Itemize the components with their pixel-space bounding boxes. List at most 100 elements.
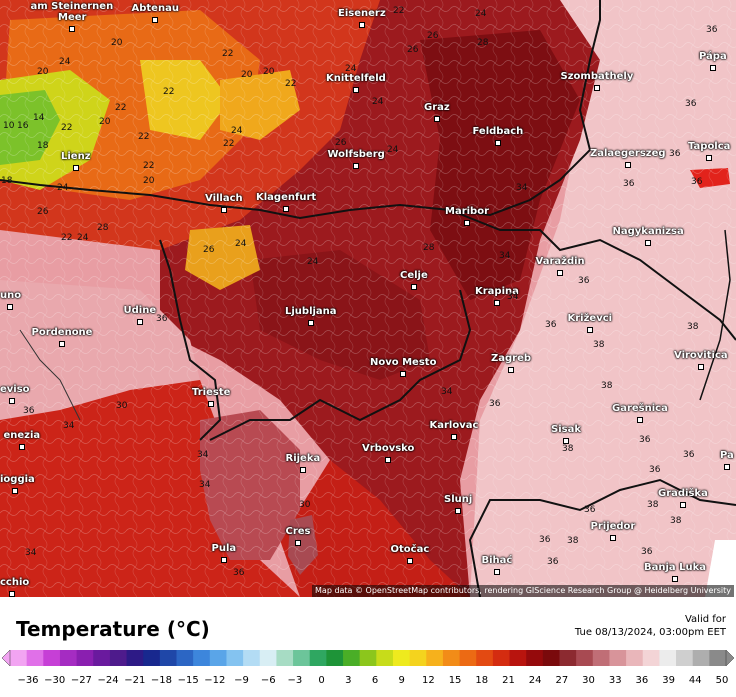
city-label[interactable]: Gradiška: [658, 488, 708, 499]
city-label[interactable]: Knittelfeld: [326, 73, 386, 84]
city-label[interactable]: Saalfelden: [42, 0, 102, 2]
temperature-value: 36: [156, 314, 168, 324]
city-label[interactable]: Cres: [285, 526, 311, 537]
temperature-value: 20: [263, 67, 275, 77]
city-label[interactable]: Udine: [123, 305, 157, 316]
temperature-value: 36: [539, 535, 551, 545]
temperature-value: 18: [37, 141, 49, 151]
border-italy-slovenia: [159, 239, 222, 441]
city-label[interactable]: Zalaegerszeg: [590, 148, 666, 159]
temperature-value: 26: [427, 31, 439, 41]
temperature-value: 36: [649, 465, 661, 475]
city-label[interactable]: Krapina: [475, 286, 519, 297]
temperature-value: 22: [393, 6, 405, 16]
map-attribution[interactable]: Map data © OpenStreetMap contributors, r…: [312, 585, 734, 597]
city-label[interactable]: Ljubljana: [285, 306, 337, 317]
city-marker: [710, 65, 716, 71]
city-label[interactable]: Pordenone: [31, 327, 93, 338]
legend-tick-label: −3: [287, 675, 303, 686]
city-label[interactable]: Feldbach: [472, 126, 524, 137]
legend-swatch: [309, 650, 327, 666]
city-label[interactable]: ioggia: [0, 474, 35, 485]
temperature-value: 36: [691, 177, 703, 187]
city-label[interactable]: Vrbovsko: [362, 443, 415, 454]
city-label[interactable]: Meer: [58, 12, 87, 23]
valid-for-label: Valid for: [684, 614, 726, 625]
legend-swatch: [343, 650, 361, 666]
city-label[interactable]: Maribor: [445, 206, 490, 217]
city-marker: [411, 284, 417, 290]
city-label[interactable]: Virovitica: [674, 350, 728, 361]
legend-tick-label: −36: [17, 675, 39, 686]
legend-swatch: [226, 650, 244, 666]
city-label[interactable]: Križevci: [567, 313, 613, 324]
legend-swatch: [376, 650, 394, 666]
city-label[interactable]: Rijeka: [285, 453, 321, 464]
legend-tick-label: 0: [318, 675, 325, 686]
city-label[interactable]: Slunj: [444, 494, 473, 505]
city-marker: [9, 591, 15, 597]
city-label[interactable]: Tapolca: [688, 141, 731, 152]
city-label[interactable]: Nagykanizsa: [612, 226, 684, 237]
city-marker: [308, 320, 314, 326]
city-label[interactable]: Pápa: [699, 51, 727, 62]
temperature-value: 20: [37, 67, 49, 77]
legend-swatch: [326, 650, 344, 666]
city-label[interactable]: Villach: [205, 193, 243, 204]
legend-swatch: [659, 650, 677, 666]
city-label[interactable]: Novo Mesto: [370, 357, 437, 368]
temperature-value: 34: [507, 292, 519, 302]
city-label[interactable]: Bihać: [481, 555, 513, 566]
legend-swatch: [293, 650, 311, 666]
city-marker: [385, 457, 391, 463]
city-label[interactable]: Banja Luka: [644, 562, 707, 573]
city-label[interactable]: Celje: [400, 270, 428, 281]
city-label[interactable]: Zagreb: [491, 353, 532, 364]
city-marker: [7, 304, 13, 310]
city-label[interactable]: Klagenfurt: [256, 192, 317, 203]
city-label[interactable]: enezia: [3, 430, 41, 441]
legend-swatch: [143, 650, 161, 666]
city-label[interactable]: Wolfsberg: [327, 149, 385, 160]
temperature-value: 24: [231, 126, 243, 136]
city-label[interactable]: Szombathely: [560, 71, 634, 82]
legend-swatch: [492, 650, 511, 666]
city-label[interactable]: Garešnica: [612, 403, 668, 414]
temperature-value: 26: [37, 207, 49, 217]
legend-tick-label: −15: [177, 675, 199, 686]
city-label[interactable]: eviso: [0, 384, 30, 395]
city-label[interactable]: Graz: [424, 102, 450, 113]
city-label[interactable]: uno: [0, 290, 22, 301]
city-label[interactable]: Karlovac: [429, 420, 479, 431]
city-label[interactable]: Otočac: [390, 544, 430, 555]
legend-swatch: [76, 650, 94, 666]
city-label[interactable]: cchio: [0, 577, 30, 588]
legend-tick-label: 24: [528, 675, 542, 686]
temperature-value: 20: [111, 38, 123, 48]
legend-swatch: [209, 650, 227, 666]
legend-swatch: [43, 650, 61, 666]
temperature-value: 36: [547, 557, 559, 567]
city-label[interactable]: Abtenau: [131, 3, 179, 14]
temperature-value: 24: [372, 97, 384, 107]
legend-swatch: [426, 650, 444, 666]
temperature-value: 36: [639, 435, 651, 445]
legend-swatch: [509, 650, 527, 666]
legend-tick-label: −24: [97, 675, 119, 686]
legend-tick-label: −21: [124, 675, 146, 686]
temperature-value: 14: [33, 113, 45, 123]
city-label[interactable]: Sisak: [551, 424, 581, 435]
city-label[interactable]: Pula: [211, 543, 237, 554]
city-label[interactable]: am Steinernen: [30, 1, 114, 12]
city-label[interactable]: Lienz: [61, 151, 91, 162]
city-label[interactable]: Trieste: [192, 387, 231, 398]
legend-tick-label: −30: [44, 675, 66, 686]
city-label[interactable]: Varaždin: [535, 256, 585, 267]
legend-tick-label: 9: [398, 675, 405, 686]
temperature-value: 38: [670, 516, 682, 526]
city-label[interactable]: Pa: [720, 450, 734, 461]
city-label[interactable]: Prijedor: [590, 521, 636, 532]
temperature-value: 36: [584, 505, 596, 515]
city-label[interactable]: Eisenerz: [338, 8, 386, 19]
